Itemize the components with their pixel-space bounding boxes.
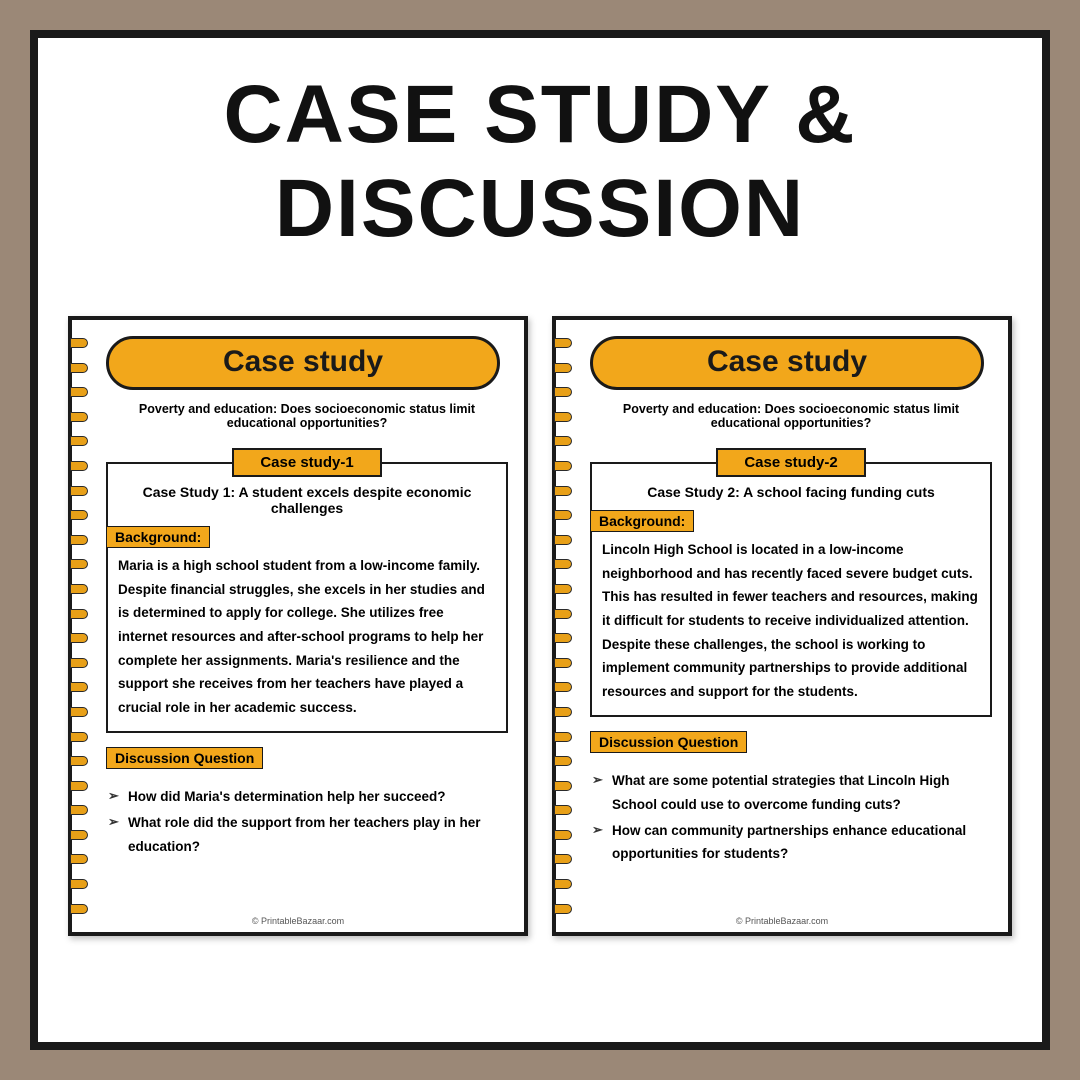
- worksheet-page-1: Case study Poverty and education: Does s…: [68, 316, 528, 936]
- spiral-binding: [70, 338, 92, 914]
- outer-frame: Case study & Discussion Case study Pover…: [30, 30, 1050, 1050]
- main-title: Case study & Discussion: [58, 68, 1022, 256]
- question-list: How did Maria's determination help her s…: [106, 785, 508, 858]
- pages-row: Case study Poverty and education: Does s…: [58, 316, 1022, 936]
- content-box: Case Study 1: A student excels despite e…: [106, 462, 508, 733]
- pill-header: Case study: [106, 336, 500, 390]
- discussion-label: Discussion Question: [590, 731, 747, 753]
- section-tab: Case study-2: [716, 448, 866, 477]
- spiral-binding: [554, 338, 576, 914]
- pill-header: Case study: [590, 336, 984, 390]
- page-subtitle: Poverty and education: Does socioeconomi…: [590, 402, 992, 430]
- page-footer: © PrintableBazaar.com: [556, 916, 1008, 926]
- worksheet-page-2: Case study Poverty and education: Does s…: [552, 316, 1012, 936]
- background-label: Background:: [106, 526, 210, 548]
- case-heading: Case Study 2: A school facing funding cu…: [602, 484, 980, 500]
- background-label: Background:: [590, 510, 694, 532]
- page-subtitle: Poverty and education: Does socioeconomi…: [106, 402, 508, 430]
- background-body: Maria is a high school student from a lo…: [118, 554, 496, 719]
- section-tab: Case study-1: [232, 448, 382, 477]
- case-heading: Case Study 1: A student excels despite e…: [118, 484, 496, 516]
- question-item: How can community partnerships enhance e…: [592, 819, 992, 866]
- question-item: What role did the support from her teach…: [108, 811, 508, 858]
- question-item: How did Maria's determination help her s…: [108, 785, 508, 809]
- background-body: Lincoln High School is located in a low-…: [602, 538, 980, 703]
- content-box: Case Study 2: A school facing funding cu…: [590, 462, 992, 717]
- discussion-label: Discussion Question: [106, 747, 263, 769]
- question-list: What are some potential strategies that …: [590, 769, 992, 866]
- question-item: What are some potential strategies that …: [592, 769, 992, 816]
- page-footer: © PrintableBazaar.com: [72, 916, 524, 926]
